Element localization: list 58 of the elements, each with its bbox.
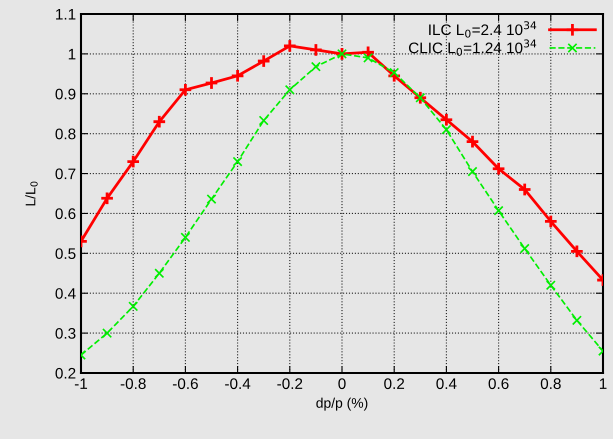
point xyxy=(154,268,164,278)
point xyxy=(465,134,480,149)
x-axis-title: dp/p (%) xyxy=(316,398,368,411)
x-tick-label: 0 xyxy=(338,378,346,390)
x-tick-label: 0.8 xyxy=(540,378,561,390)
point xyxy=(102,328,112,338)
point xyxy=(517,182,532,197)
point xyxy=(520,244,530,254)
point xyxy=(256,54,271,68)
point xyxy=(128,301,138,312)
x-tick-label: -1 xyxy=(74,378,88,389)
point xyxy=(494,206,504,216)
point xyxy=(572,315,582,326)
point xyxy=(258,116,269,126)
point xyxy=(441,124,452,135)
point xyxy=(308,42,324,58)
point xyxy=(284,84,295,95)
x-tick-label: 0.4 xyxy=(436,378,457,390)
y-tick-label: 0.9 xyxy=(56,88,76,100)
point xyxy=(546,280,556,290)
point xyxy=(180,232,190,242)
point xyxy=(468,166,478,177)
x-tick-label: -0.2 xyxy=(277,378,302,390)
y-tick-label: 0.5 xyxy=(56,248,76,260)
x-tick-label: -0.8 xyxy=(120,378,146,390)
point xyxy=(282,38,298,54)
y-tick-label: 0.3 xyxy=(56,328,76,339)
point xyxy=(415,92,426,103)
point xyxy=(204,76,219,90)
y-tick-label: 1.1 xyxy=(56,9,76,20)
point xyxy=(439,112,454,127)
y-axis-title: L/L$_{0}$ xyxy=(25,182,38,206)
legend-label: CLIC L$_{0}$=1.24 10$^{34}$ xyxy=(408,39,536,56)
x-tick-label: 1 xyxy=(600,378,607,389)
point xyxy=(230,68,245,84)
y-tick-label: 0.4 xyxy=(56,288,76,299)
point xyxy=(389,68,400,78)
point xyxy=(152,114,167,129)
point xyxy=(206,194,216,204)
point xyxy=(491,162,506,176)
x-tick-label: -0.6 xyxy=(172,378,198,390)
point xyxy=(232,156,243,167)
point xyxy=(363,52,374,63)
point xyxy=(310,62,321,72)
x-tick-label: 0.2 xyxy=(384,378,404,390)
y-tick-label: 1 xyxy=(68,48,76,60)
y-tick-label: 0.2 xyxy=(56,368,76,379)
point xyxy=(570,244,584,259)
point xyxy=(544,214,558,229)
point xyxy=(100,191,114,206)
x-tick-label: -0.4 xyxy=(225,378,250,390)
point xyxy=(178,82,193,98)
y-tick-label: 0.6 xyxy=(56,208,76,220)
x-tick-label: 0.6 xyxy=(488,378,509,390)
y-tick-label: 0.7 xyxy=(56,168,76,180)
legend-label: ILC L$_{0}$=2.4 10$^{34}$ xyxy=(429,21,536,38)
point xyxy=(126,154,140,169)
y-tick-label: 0.8 xyxy=(56,128,76,140)
